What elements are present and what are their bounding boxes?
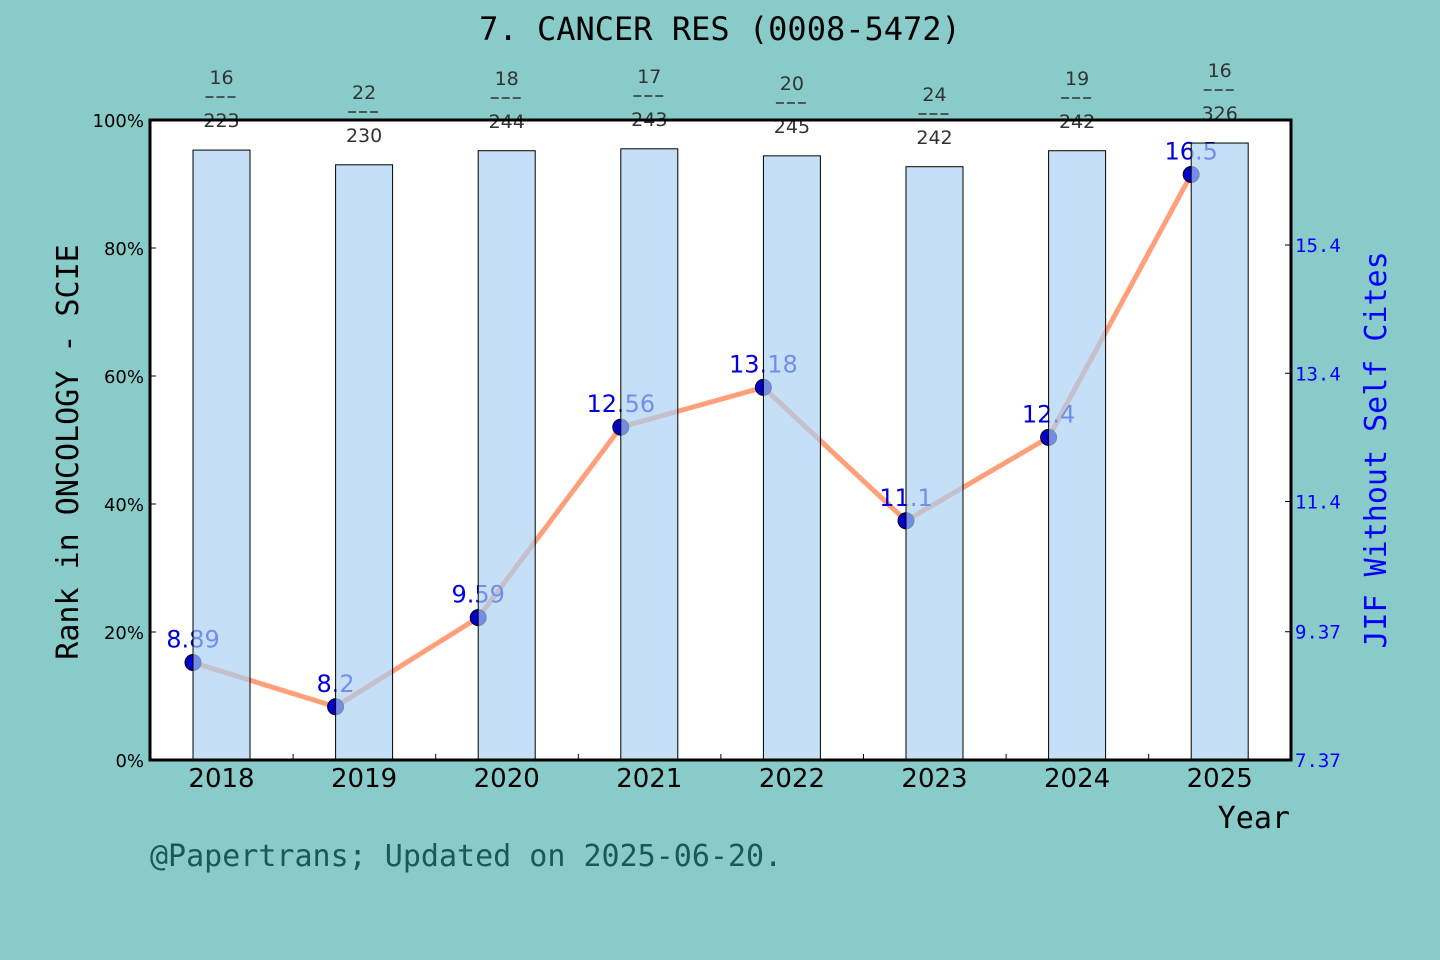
x-axis-tick-label: 2021 [616, 764, 682, 794]
x-axis-tick-label: 2024 [1044, 764, 1110, 794]
footer-credit: @Papertrans; Updated on 2025-06-20. [150, 839, 782, 874]
rank-label: 16 [209, 67, 233, 89]
total-label: 242 [1059, 111, 1095, 133]
x-axis-label: Year [1218, 801, 1290, 836]
left-axis-tick-label: 60% [104, 367, 144, 388]
rank-bar [1048, 150, 1107, 761]
plot-area [150, 120, 1291, 760]
chart-title: 7. CANCER RES (0008-5472) [479, 10, 961, 48]
right-axis-tick-label: 7.37 [1295, 750, 1341, 772]
right-axis-tick-label: 9.37 [1295, 622, 1341, 644]
rank-label: 19 [1065, 68, 1089, 90]
x-axis-tick-label: 2025 [1187, 764, 1253, 794]
x-axis-tick-label: 2018 [188, 764, 254, 794]
rank-bar [192, 149, 251, 761]
rank-bar [335, 164, 394, 761]
left-axis-label: Rank in ONCOLOGY - SCIE [51, 244, 86, 659]
rank-label: 18 [495, 68, 519, 90]
rank-bar [1190, 142, 1249, 761]
rank-label: 17 [637, 66, 661, 88]
left-axis-tick-label: 40% [104, 495, 144, 516]
right-axis-tick-label: 11.4 [1295, 492, 1341, 514]
x-axis-tick-label: 2020 [474, 764, 540, 794]
rank-bar [762, 155, 821, 761]
rank-label: 20 [780, 73, 804, 95]
right-axis-tick-label: 13.4 [1295, 363, 1341, 385]
x-axis-tick-label: 2019 [331, 764, 397, 794]
right-axis-tick-label: 15.4 [1295, 235, 1341, 257]
total-label: 326 [1202, 103, 1238, 125]
rank-bar [477, 150, 536, 761]
left-axis-tick-label: 0% [115, 751, 144, 772]
x-axis-tick-label: 2022 [759, 764, 825, 794]
rank-bar [620, 148, 679, 761]
rank-label: 24 [922, 84, 946, 106]
rank-bar [905, 166, 964, 761]
total-label: 242 [916, 127, 952, 149]
x-axis-tick-label: 2023 [901, 764, 967, 794]
rank-label: 16 [1208, 60, 1232, 82]
left-axis-tick-label: 100% [93, 111, 144, 132]
total-label: 244 [489, 111, 525, 133]
right-axis-label: JIF Without Self Cites [1359, 251, 1394, 648]
left-axis-tick-label: 20% [104, 623, 144, 644]
left-axis-tick-label: 80% [104, 239, 144, 260]
total-label: 230 [346, 125, 382, 147]
rank-label: 22 [352, 82, 376, 104]
